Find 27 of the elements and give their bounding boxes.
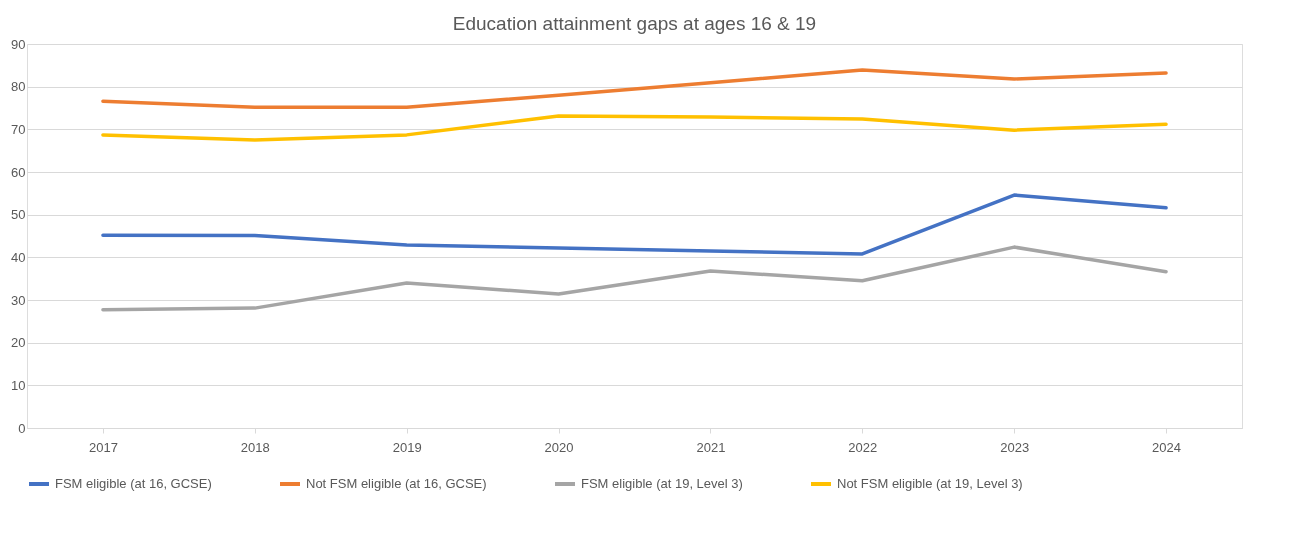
x-tick-label: 2019 (392, 439, 422, 455)
y-tick-label: 10 (11, 377, 26, 393)
y-tick-label: 50 (11, 207, 26, 223)
x-tick-label: 2022 (848, 439, 878, 455)
line-series (101, 68, 1168, 109)
x-tick-label: 2023 (1000, 439, 1030, 455)
line-series (101, 114, 1168, 142)
x-tick-label: 2021 (696, 439, 726, 455)
line-series (101, 245, 1168, 312)
legend-label: FSM eligible (at 19, Level 3) (581, 476, 743, 491)
y-tick-label: 40 (11, 249, 26, 265)
y-tick-label: 80 (11, 79, 26, 95)
x-tick-label: 2020 (544, 439, 574, 455)
y-tick-label: 60 (11, 164, 26, 180)
legend-label: FSM eligible (at 16, GCSE) (55, 476, 212, 491)
y-tick-label: 90 (11, 36, 26, 52)
y-tick-label: 20 (11, 335, 26, 351)
x-tick-label: 2017 (88, 439, 118, 455)
x-tick-label: 2018 (240, 439, 270, 455)
x-tick-label: 2024 (1152, 439, 1182, 455)
y-tick-label: 70 (11, 121, 26, 137)
chart-title: Education attainment gaps at ages 16 & 19 (452, 13, 817, 34)
legend-label: Not FSM eligible (at 16, GCSE) (306, 476, 487, 491)
y-tick-label: 0 (18, 420, 26, 436)
y-tick-label: 30 (11, 292, 26, 308)
legend-label: Not FSM eligible (at 19, Level 3) (837, 476, 1023, 491)
line-series (101, 193, 1168, 256)
